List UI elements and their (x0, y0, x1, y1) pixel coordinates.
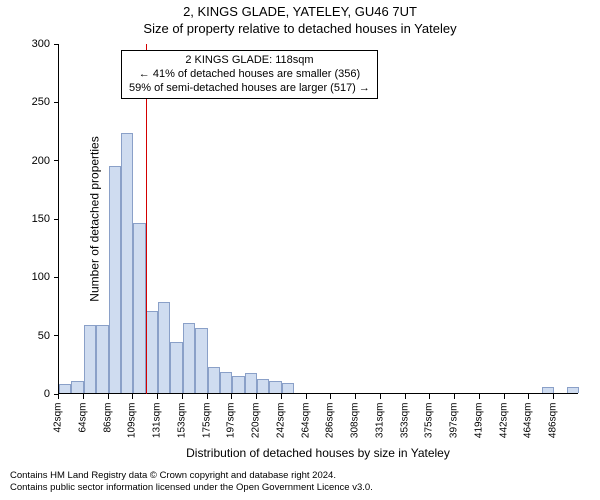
histogram-bar (121, 133, 133, 393)
x-tick-label: 308sqm (350, 403, 361, 447)
y-tick-mark (54, 102, 59, 103)
y-tick-label: 250 (20, 96, 50, 108)
x-tick-mark (207, 394, 208, 399)
x-tick-label: 375sqm (424, 403, 435, 447)
histogram-bar (170, 342, 182, 393)
x-tick-mark (528, 394, 529, 399)
histogram-bar (158, 302, 170, 393)
histogram-bar (96, 325, 108, 393)
annotation-line2: ← 41% of detached houses are smaller (35… (129, 68, 370, 82)
x-axis-label: Distribution of detached houses by size … (58, 446, 578, 460)
histogram-bar (257, 379, 269, 393)
x-tick-label: 153sqm (176, 403, 187, 447)
footer-line1: Contains HM Land Registry data © Crown c… (10, 470, 373, 482)
x-tick-label: 220sqm (251, 403, 262, 447)
x-tick-mark (231, 394, 232, 399)
histogram-bar (208, 367, 220, 393)
x-tick-mark (132, 394, 133, 399)
x-tick-label: 64sqm (77, 403, 88, 447)
footer-line2: Contains public sector information licen… (10, 482, 373, 494)
x-tick-label: 42sqm (53, 403, 64, 447)
x-tick-mark (479, 394, 480, 399)
histogram-bar (59, 384, 71, 393)
chart-area: Number of detached properties 2 KINGS GL… (58, 44, 578, 394)
y-tick-mark (54, 160, 59, 161)
histogram-bar (282, 383, 294, 394)
y-tick-mark (54, 44, 59, 45)
y-tick-label: 0 (20, 388, 50, 400)
title-subtitle: Size of property relative to detached ho… (6, 21, 594, 36)
chart-container: 2, KINGS GLADE, YATELEY, GU46 7UT Size o… (0, 0, 600, 500)
annotation-line3: 59% of semi-detached houses are larger (… (129, 82, 370, 96)
x-tick-mark (429, 394, 430, 399)
footer: Contains HM Land Registry data © Crown c… (10, 470, 373, 494)
histogram-bar (84, 325, 96, 393)
x-tick-label: 109sqm (127, 403, 138, 447)
x-tick-label: 175sqm (201, 403, 212, 447)
x-tick-mark (454, 394, 455, 399)
x-tick-mark (355, 394, 356, 399)
histogram-bar (232, 376, 244, 394)
x-tick-mark (58, 394, 59, 399)
x-tick-label: 442sqm (498, 403, 509, 447)
x-tick-mark (157, 394, 158, 399)
x-tick-mark (108, 394, 109, 399)
histogram-bar (133, 223, 145, 393)
x-tick-mark (380, 394, 381, 399)
x-tick-label: 131sqm (152, 403, 163, 447)
plot: 2 KINGS GLADE: 118sqm ← 41% of detached … (58, 44, 578, 394)
y-tick-mark (54, 219, 59, 220)
histogram-bar (245, 373, 257, 393)
histogram-bar (269, 381, 281, 393)
histogram-bar (109, 166, 121, 394)
x-tick-mark (182, 394, 183, 399)
y-tick-mark (54, 335, 59, 336)
x-tick-mark (553, 394, 554, 399)
annotation-box: 2 KINGS GLADE: 118sqm ← 41% of detached … (121, 50, 378, 99)
x-tick-label: 86sqm (102, 403, 113, 447)
x-tick-label: 242sqm (275, 403, 286, 447)
x-tick-label: 419sqm (473, 403, 484, 447)
y-tick-label: 300 (20, 38, 50, 50)
histogram-bar (195, 328, 207, 393)
x-tick-mark (83, 394, 84, 399)
x-tick-label: 264sqm (300, 403, 311, 447)
x-tick-label: 286sqm (325, 403, 336, 447)
y-tick-mark (54, 277, 59, 278)
histogram-bar (542, 387, 554, 393)
x-tick-label: 486sqm (548, 403, 559, 447)
x-tick-mark (405, 394, 406, 399)
x-tick-label: 331sqm (374, 403, 385, 447)
y-tick-label: 100 (20, 271, 50, 283)
x-tick-mark (281, 394, 282, 399)
histogram-bar (71, 381, 83, 393)
x-tick-mark (330, 394, 331, 399)
y-tick-label: 150 (20, 213, 50, 225)
annotation-line1: 2 KINGS GLADE: 118sqm (129, 54, 370, 68)
x-tick-label: 353sqm (399, 403, 410, 447)
x-tick-mark (256, 394, 257, 399)
x-tick-label: 397sqm (449, 403, 460, 447)
x-tick-mark (504, 394, 505, 399)
x-tick-label: 197sqm (226, 403, 237, 447)
histogram-bar (220, 372, 232, 393)
y-tick-label: 200 (20, 155, 50, 167)
title-address: 2, KINGS GLADE, YATELEY, GU46 7UT (6, 4, 594, 19)
x-tick-mark (306, 394, 307, 399)
y-tick-label: 50 (20, 330, 50, 342)
x-tick-label: 464sqm (523, 403, 534, 447)
histogram-bar (567, 387, 579, 393)
histogram-bar (183, 323, 195, 393)
